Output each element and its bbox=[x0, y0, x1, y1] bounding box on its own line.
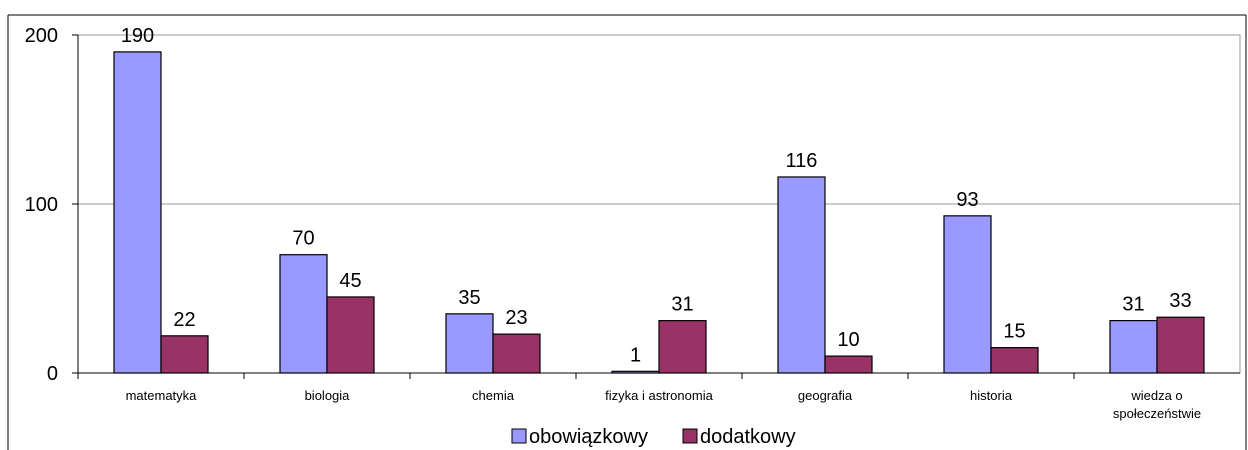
x-tick-label: chemia bbox=[472, 388, 514, 403]
x-tick-label: geografia bbox=[797, 388, 853, 403]
y-tick-label: 100 bbox=[25, 194, 58, 216]
data-label: 31 bbox=[1122, 294, 1144, 316]
x-tick-label: fizyka i astronomia bbox=[605, 388, 713, 403]
data-label: 22 bbox=[173, 309, 195, 331]
bar bbox=[113, 51, 162, 374]
data-label: 45 bbox=[339, 270, 361, 292]
bar bbox=[492, 333, 541, 374]
data-label: 31 bbox=[671, 294, 693, 316]
y-tick-label: 0 bbox=[47, 363, 58, 385]
data-label: 190 bbox=[121, 25, 154, 47]
y-tick-label: 200 bbox=[25, 25, 58, 47]
data-label: 1 bbox=[630, 344, 641, 366]
data-label: 70 bbox=[292, 228, 314, 250]
bar bbox=[1156, 316, 1205, 374]
data-label: 33 bbox=[1169, 290, 1191, 312]
data-label: 10 bbox=[837, 329, 859, 351]
bar bbox=[279, 254, 328, 374]
legend-swatch bbox=[682, 428, 698, 444]
legend-swatch bbox=[511, 428, 527, 444]
bar bbox=[943, 215, 992, 374]
bar bbox=[445, 313, 494, 374]
x-tick-label: historia bbox=[970, 388, 1012, 403]
bar bbox=[824, 355, 873, 374]
x-tick-label: matematyka bbox=[125, 388, 197, 403]
data-label: 93 bbox=[956, 189, 978, 211]
data-label: 23 bbox=[505, 307, 527, 329]
legend-label: dodatkowy bbox=[700, 426, 796, 448]
bar bbox=[326, 296, 375, 374]
bar bbox=[160, 335, 209, 374]
bar bbox=[777, 176, 826, 374]
x-tick-label: wiedza o społeczeństwie bbox=[1112, 388, 1202, 421]
data-label: 15 bbox=[1003, 321, 1025, 343]
bar bbox=[658, 320, 707, 374]
legend-label: obowiązkowy bbox=[529, 426, 648, 448]
bar bbox=[1109, 320, 1158, 374]
x-tick-label: biologia bbox=[304, 388, 350, 403]
bar bbox=[990, 347, 1039, 374]
data-label: 35 bbox=[458, 287, 480, 309]
data-label: 116 bbox=[786, 150, 818, 172]
